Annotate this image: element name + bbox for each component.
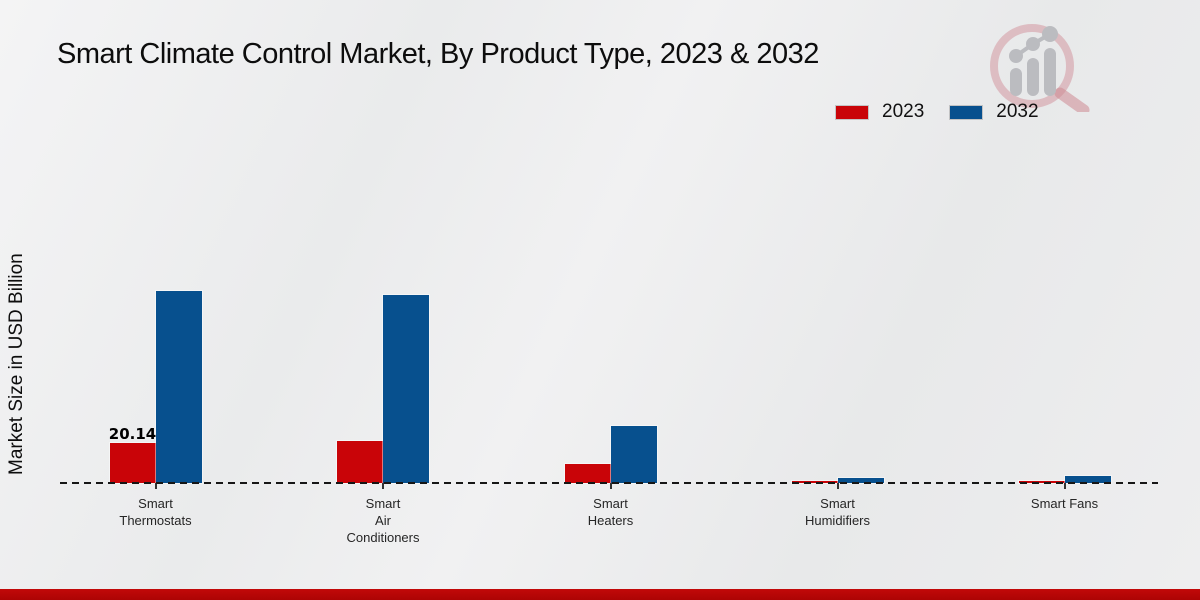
bar-2032-smart-heaters: [609, 425, 658, 484]
chart-title: Smart Climate Control Market, By Product…: [57, 38, 819, 70]
bar-2032-smart-fans: [1063, 475, 1112, 484]
category-label-smart-fans: Smart Fans: [1030, 496, 1099, 511]
bar-2023-smart-air-conditioners: [336, 440, 384, 484]
bar-2032-smart-thermostats: [154, 290, 203, 484]
legend-item-2023: 2023: [836, 101, 924, 123]
logo-bars-icon: [1010, 48, 1056, 96]
zero-baseline: [60, 482, 1158, 484]
category-label-smart-humidifiers: Smart Humidifiers: [804, 496, 870, 528]
category-label-smart-air-conditioners: Smart Air Conditioners: [346, 496, 420, 545]
legend-item-2032: 2032: [950, 101, 1039, 123]
legend-label-2032: 2032: [996, 101, 1039, 122]
category-label-smart-thermostats: Smart Thermostats: [119, 496, 192, 528]
x-tick-smart-humidifiers: [836, 483, 839, 489]
legend-swatch-2032: [950, 105, 983, 119]
category-label-smart-heaters: Smart Heaters: [587, 496, 634, 528]
logo-trend-dots-icon: [1009, 26, 1058, 63]
x-tick-smart-heaters: [609, 483, 612, 489]
magnifier-bar-chart-logo: [990, 24, 1090, 112]
bar-2023-smart-heaters: [563, 463, 612, 484]
magnifier-icon: [990, 24, 1090, 112]
bar-2032-smart-air-conditioners: [382, 294, 430, 484]
x-tick-smart-fans: [1063, 483, 1066, 489]
x-tick-smart-thermostats: [154, 483, 157, 489]
x-tick-smart-air-conditioners: [382, 483, 384, 489]
footer-strip: [0, 589, 1200, 600]
bar-2032-smart-humidifiers: [836, 477, 885, 484]
legend-swatch-2023: [836, 105, 868, 119]
bar-2023-smart-thermostats: [108, 442, 157, 484]
legend-label-2023: 2023: [882, 101, 925, 122]
value-label-2023: 20.14: [108, 425, 157, 443]
legend: 2023 2032: [836, 101, 1039, 123]
